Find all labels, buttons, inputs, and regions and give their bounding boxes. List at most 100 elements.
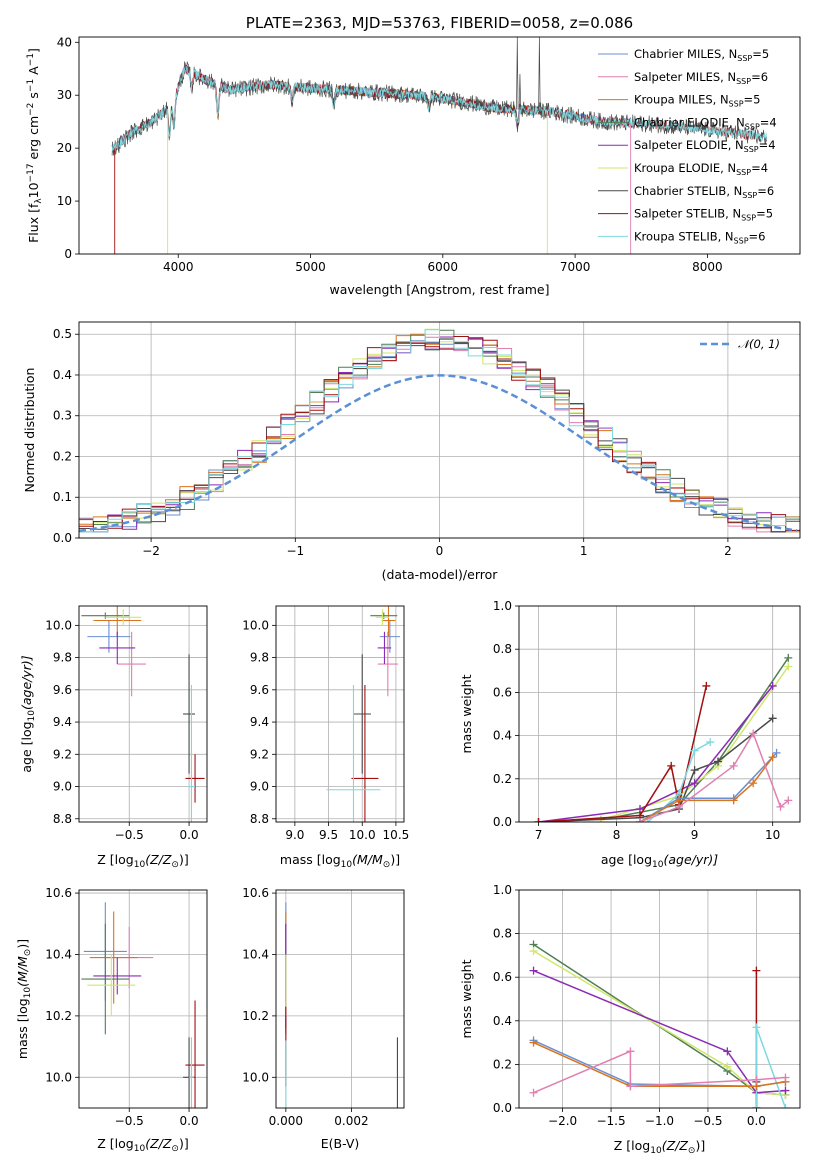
histogram-salpeter-miles (79, 336, 800, 538)
weight-marker (752, 1023, 761, 1032)
y-tick-label: 9.2 (53, 747, 72, 761)
y-tick-label: 0.2 (493, 772, 512, 786)
x-axis-label: wavelength [Angstrom, rest frame] (329, 282, 549, 297)
x-tick-label: −0.5 (693, 1114, 722, 1128)
y-tick-label: 0.0 (493, 815, 512, 829)
errorbar-point-salpeter-miles (117, 631, 146, 697)
x-tick-label: 0.0 (180, 1114, 199, 1128)
weight-marker (529, 1038, 538, 1047)
mass-weight-vs-age-panel: 7 8 9 10 0.0 0.2 0.4 0.6 0.8 1.0 age [log10(age/yr… (459, 599, 801, 870)
x-tick-label: −0.5 (115, 1114, 144, 1128)
histogram-chabrier-stelib (79, 338, 800, 538)
age-vs-mass-panel: 9.0 9.5 10.0 10.5 8.8 9.0 9.2 9.4 9.6 9.8 10.0 mass… (242, 605, 410, 870)
weight-marker (690, 766, 699, 775)
x-axis-label: age [log10(age/yr)] (601, 852, 718, 870)
legend-entry: Chabrier ELODIE, NSSP=4 (634, 115, 777, 131)
spectrum-line-kroupa-stelib (111, 65, 768, 152)
y-tick-label: 10.4 (242, 947, 269, 961)
weight-marker (723, 1062, 732, 1071)
weight-marker (752, 1104, 761, 1108)
x-tick-label: 0.0 (180, 828, 199, 842)
x-tick-label: 0.0 (747, 1114, 766, 1128)
weight-marker (752, 966, 761, 975)
y-tick-label: 30 (57, 88, 72, 102)
errorbar-point-salpeter-stelib (351, 684, 379, 822)
legend-entry: Kroupa MILES, NSSP=5 (634, 93, 760, 109)
y-tick-label: 9.2 (250, 747, 269, 761)
weight-marker (729, 761, 738, 770)
errorbar-point-kroupa-stelib (187, 684, 196, 822)
weight-marker (675, 802, 684, 811)
x-tick-label: −1 (286, 544, 304, 558)
legend: Chabrier MILES, NSSP=5 Salpeter MILES, NS… (598, 47, 777, 245)
weight-marker (781, 1086, 790, 1095)
x-tick-label: 4000 (163, 260, 194, 274)
y-tick-label: 0.8 (493, 642, 512, 656)
weight-marker (714, 757, 723, 766)
y-tick-label: 20 (57, 141, 72, 155)
y-tick-label: 9.6 (250, 683, 269, 697)
x-tick-label: 0.002 (334, 1114, 368, 1128)
x-axis-label: E(B-V) (321, 1136, 360, 1151)
errorbar-point-salpeter-elodie (377, 631, 392, 665)
weight-marker (752, 1075, 761, 1084)
legend-entry: Kroupa STELIB, NSSP=6 (634, 229, 765, 245)
y-axis-label: Normed distribution (22, 368, 37, 493)
y-tick-label: 0.6 (493, 970, 512, 984)
age-vs-metallicity-panel: −0.5 0.0 8.8 9.0 9.2 9.4 9.6 9.8 10.0 Z [log10(Z/… (19, 605, 208, 870)
emission-line (518, 74, 522, 110)
x-tick-label: −2.0 (548, 1114, 577, 1128)
x-tick-label: 10.5 (383, 828, 410, 842)
normal-reference-curve (79, 374, 798, 533)
x-axis-label: Z [log10(Z/Z⊙)] (97, 852, 188, 870)
x-axis-label: (data-model)/error (382, 567, 499, 582)
mass-vs-extinction-panel: 0.000 0.002 10.0 10.2 10.4 10.6 E(B-V) (242, 886, 405, 1151)
y-tick-label: 0.2 (493, 1057, 512, 1071)
y-tick-label: 10.0 (242, 618, 269, 632)
x-tick-label: 8 (613, 828, 621, 842)
weight-marker (706, 738, 715, 747)
weight-marker (534, 818, 543, 822)
axes-frame (78, 36, 801, 255)
x-tick-label: 0.000 (269, 1114, 303, 1128)
y-tick-label: 9.0 (53, 780, 72, 794)
chart-title: PLATE=2363, MJD=53763, FIBERID=0058, z=0… (246, 14, 633, 32)
weight-line (639, 731, 789, 822)
weight-marker (667, 761, 676, 770)
y-tick-label: 10.0 (45, 618, 72, 632)
legend-entry: Chabrier MILES, NSSP=5 (634, 47, 769, 63)
y-tick-label: 0.4 (493, 1014, 512, 1028)
x-tick-label: 7 (535, 828, 543, 842)
x-tick-label: 1 (580, 544, 588, 558)
legend-entry: Chabrier STELIB, NSSP=6 (634, 184, 774, 200)
errorbar-point-kroupa-stelib (189, 1037, 194, 1108)
weight-marker (784, 653, 793, 662)
axes-frame (275, 889, 405, 1109)
plot-area (81, 902, 205, 1108)
y-tick-label: 0.3 (53, 409, 72, 423)
y-tick-label: 10.4 (45, 947, 72, 961)
errorbar-point-kroupa-elodie (105, 609, 142, 626)
weight-marker (690, 746, 699, 755)
plot-area (81, 606, 205, 822)
weight-marker (768, 681, 777, 690)
y-tick-label: 0 (64, 247, 72, 261)
errorbar-point-chabrier-stelib (353, 654, 371, 774)
weight-series-salpeter-miles (529, 1047, 790, 1097)
y-tick-label: 9.8 (53, 651, 72, 665)
y-tick-label: 1.0 (493, 883, 512, 897)
plot-area (79, 328, 800, 538)
y-tick-label: 0.0 (493, 1101, 512, 1115)
y-tick-label: 0.4 (493, 729, 512, 743)
weight-line (538, 685, 774, 822)
y-tick-label: 10.2 (45, 1009, 72, 1023)
weight-marker (749, 729, 758, 738)
y-tick-label: 0.8 (493, 927, 512, 941)
y-tick-label: 40 (57, 35, 72, 49)
errorbar-point-kroupa-elodie (375, 609, 390, 626)
errorbar-point-kroupa-stelib (326, 684, 381, 822)
y-tick-label: 10.6 (242, 886, 269, 900)
y-tick-label: 0.2 (53, 449, 72, 463)
plot-area (529, 940, 790, 1108)
